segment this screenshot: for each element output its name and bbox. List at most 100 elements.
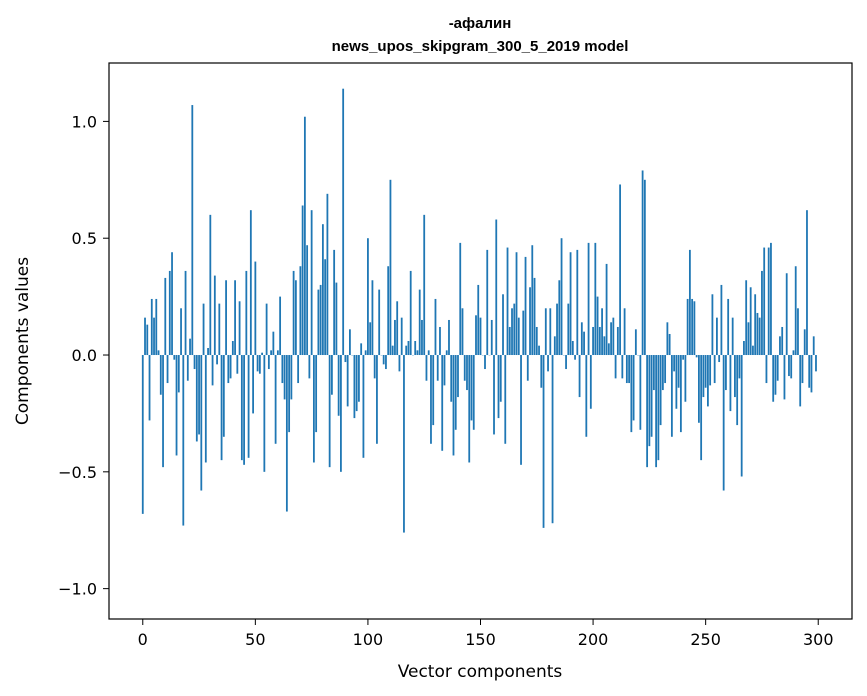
- bar: [252, 355, 254, 414]
- bar: [743, 341, 745, 356]
- bar: [443, 355, 446, 386]
- bar: [693, 301, 696, 356]
- bar: [146, 324, 149, 356]
- bar: [283, 355, 286, 400]
- bar: [695, 355, 698, 358]
- bar: [362, 355, 365, 458]
- bar: [355, 355, 358, 412]
- bar: [324, 259, 327, 356]
- bar: [567, 303, 570, 356]
- bar: [495, 219, 498, 356]
- bar: [168, 270, 171, 356]
- bar: [612, 317, 615, 356]
- bar: [738, 355, 741, 379]
- bar: [403, 355, 405, 533]
- bar: [722, 355, 725, 491]
- bar: [634, 329, 637, 356]
- bar: [625, 355, 628, 384]
- bar: [276, 350, 279, 356]
- bar: [346, 355, 349, 407]
- bar: [803, 329, 806, 356]
- bar: [353, 355, 356, 419]
- bar: [619, 184, 621, 356]
- bar: [754, 294, 757, 356]
- x-tick-label: 100: [353, 630, 384, 649]
- bar: [472, 355, 475, 430]
- bar: [673, 355, 676, 372]
- chart-title: -афалин: [449, 15, 512, 32]
- bar: [610, 322, 612, 356]
- chart-subtitle: news_upos_skipgram_300_5_2019 model: [332, 38, 629, 55]
- bar: [603, 336, 606, 356]
- bar: [234, 280, 236, 356]
- bar: [666, 322, 669, 356]
- bar: [601, 308, 603, 356]
- bar: [504, 355, 507, 444]
- bar: [565, 355, 567, 370]
- bar: [367, 238, 369, 356]
- bar: [767, 247, 770, 356]
- bar: [243, 355, 245, 465]
- bar: [159, 355, 162, 395]
- bar: [432, 355, 435, 426]
- bar: [164, 277, 167, 356]
- bar: [761, 270, 763, 356]
- bar: [333, 249, 336, 356]
- bar: [414, 341, 417, 356]
- bar: [788, 355, 790, 377]
- bar: [153, 317, 155, 356]
- bar: [317, 289, 320, 356]
- bar: [220, 355, 223, 461]
- bar: [576, 249, 579, 356]
- bar: [454, 355, 457, 430]
- bar: [261, 352, 263, 356]
- bar: [141, 355, 144, 514]
- bar: [303, 116, 306, 356]
- bar: [378, 289, 381, 356]
- bar: [337, 355, 340, 416]
- x-tick-label: 250: [690, 630, 721, 649]
- bar: [448, 319, 450, 356]
- bar: [265, 303, 268, 356]
- bar: [312, 355, 315, 463]
- bar: [533, 277, 536, 356]
- bar: [801, 355, 804, 384]
- bar: [340, 355, 342, 472]
- bar: [544, 308, 547, 356]
- bar: [596, 296, 599, 356]
- bar: [274, 355, 277, 444]
- bar: [400, 317, 403, 356]
- bar: [535, 326, 538, 356]
- bar: [398, 355, 401, 372]
- bar: [358, 355, 360, 402]
- bar: [148, 355, 151, 421]
- bar: [650, 355, 653, 437]
- bar: [416, 350, 419, 356]
- bar: [249, 210, 252, 356]
- bar: [308, 355, 311, 379]
- bar: [441, 355, 444, 451]
- bar: [497, 355, 500, 419]
- bar: [623, 308, 626, 356]
- bar: [238, 301, 241, 356]
- bar: [538, 345, 540, 356]
- bar: [752, 345, 754, 356]
- bar: [515, 252, 518, 356]
- bar: [439, 326, 441, 356]
- bar: [175, 355, 178, 456]
- bar: [511, 308, 513, 356]
- bar: [445, 350, 448, 356]
- bar: [506, 247, 509, 356]
- bar: [328, 355, 331, 468]
- bar: [745, 280, 748, 356]
- bar: [479, 317, 482, 356]
- bar: [218, 303, 221, 356]
- bar: [452, 355, 455, 456]
- bar: [747, 322, 750, 356]
- bar: [299, 266, 302, 356]
- bar: [794, 266, 797, 356]
- bar: [675, 355, 678, 409]
- bar: [256, 355, 259, 372]
- bar: [425, 355, 428, 381]
- bar: [551, 355, 554, 524]
